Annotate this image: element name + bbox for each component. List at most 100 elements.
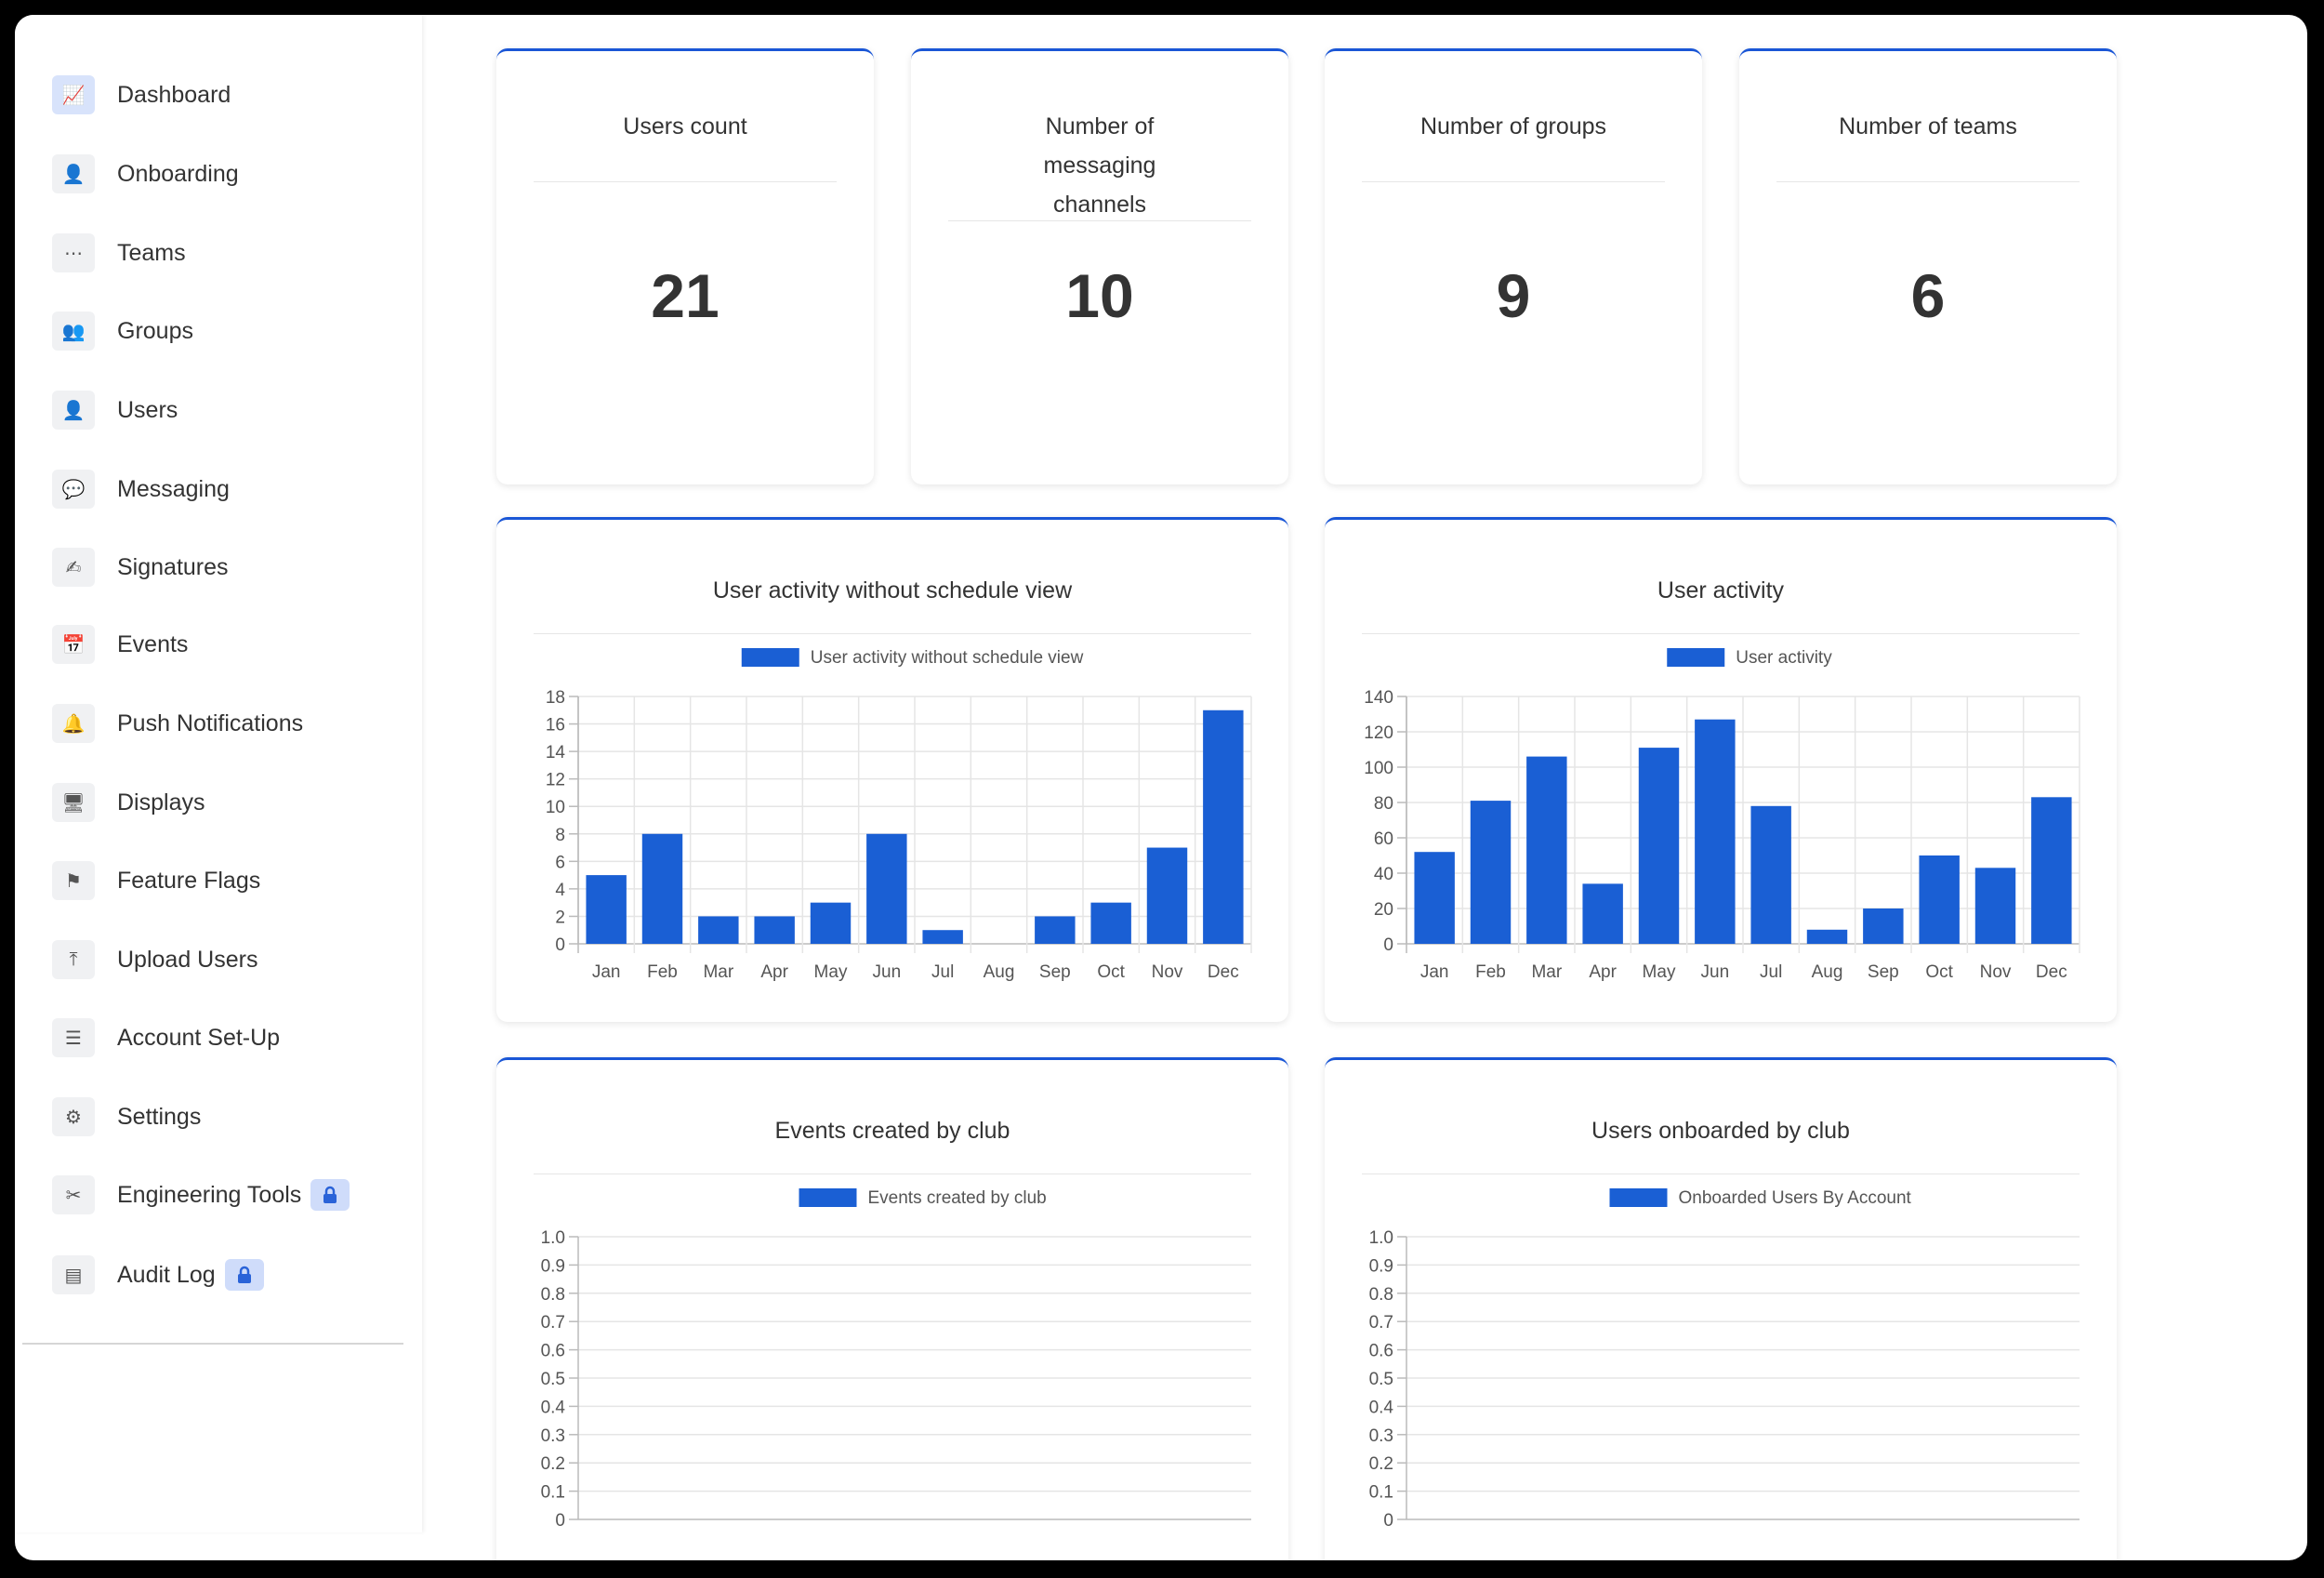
y-tick-label: 60 [1374,829,1393,849]
y-tick-label: 0.5 [541,1370,565,1389]
sidebar-item-feature-flags[interactable]: ⚑ Feature Flags [52,853,260,908]
y-tick-label: 40 [1374,865,1393,884]
signature-icon: ✍ [52,548,95,587]
y-tick-label: 140 [1364,688,1393,708]
stat-title: Number of teams [1839,113,2017,139]
sidebar-item-label: Displays [117,789,205,816]
sidebar-item-label: Messaging [117,475,230,502]
chart-users-onboarded: Onboarded Users By Account 0 0.1 0.2 0.3 0.4 0… [1369,1188,2080,1531]
sidebar-item-signatures[interactable]: ✍ Signatures [52,539,229,595]
sidebar-item-label: Dashboard [117,81,231,108]
bar-jan [1414,852,1455,944]
bar-may [1638,748,1680,944]
calendar-icon: 📅 [52,625,95,664]
chart-title: User activity [1657,577,1785,603]
x-tick-label: Jan [1420,962,1449,982]
chart-line-icon: 📈 [52,75,95,114]
y-tick-label: 0.1 [541,1483,565,1503]
sidebar-item-onboarding[interactable]: 👤 Onboarding [52,146,239,202]
chart-title: Users onboarded by club [1591,1118,1850,1144]
y-tick-label: 1.0 [541,1228,565,1248]
stat-card-groups: Number of groups 9 [1325,48,1702,484]
x-tick-label: Oct [1097,962,1125,982]
y-tick-label: 0.5 [1369,1370,1393,1389]
bar-feb [641,833,683,944]
x-tick-label: Jan [592,962,621,982]
y-tick-label: 0.8 [541,1285,565,1305]
sidebar-item-label: Audit Log [117,1261,216,1288]
y-tick-label: 0.4 [541,1398,566,1417]
app-window: 📈 Dashboard 👤 Onboarding ⋯ Teams 👥 Groups 👤 Users… [15,15,2307,1560]
sidebar-item-events[interactable]: 📅 Events [52,617,188,672]
y-tick-label: 0.6 [1369,1342,1393,1361]
chart-user-activity: User activity 0 20 40 60 80 100 120 140 Jan Feb Mar… [1364,648,2080,982]
sliders-icon: ☰ [52,1018,95,1057]
legend: User activity without schedule view [741,648,1084,668]
y-tick-label: 0 [555,1511,565,1531]
sidebar-item-push-notifications[interactable]: 🔔 Push Notifications [52,696,303,751]
y-tick-label: 0.4 [1369,1398,1394,1417]
legend-label: Onboarded Users By Account [1679,1188,1912,1208]
sidebar-item-teams[interactable]: ⋯ Teams [52,225,186,281]
stat-value: 21 [651,261,720,330]
x-tick-label: Jul [931,962,954,982]
y-tick-label: 100 [1364,759,1393,778]
legend-label: User activity [1736,648,1832,668]
x-tick-label: Dec [2036,962,2067,982]
chart-card-user-activity: User activity User activity 0 20 40 60 80 100 1… [1325,517,2117,1022]
x-tick-label: Sep [1039,962,1071,982]
chart-title: User activity without schedule view [712,577,1073,603]
legend: Events created by club [799,1188,1047,1208]
dots-icon: ⋯ [52,233,95,272]
sidebar-divider [22,1343,403,1345]
x-tick-label: Mar [703,962,733,982]
sidebar-item-label: Feature Flags [117,867,261,894]
x-tick-label: Feb [647,962,678,982]
monitor-icon: 🖥 [52,783,95,822]
stat-value: 9 [1496,261,1531,330]
sidebar-item-displays[interactable]: 🖥 Displays [52,775,205,830]
sidebar-item-settings[interactable]: ⚙ Settings [52,1089,201,1145]
y-tick-label: 0 [555,935,565,955]
chart-card-events-created: Events created by club Events created by… [496,1057,1288,1560]
sidebar-item-label: Settings [117,1103,202,1130]
bar-jan [586,875,627,944]
bar-jul [922,930,963,944]
sidebar-item-label: Onboarding [117,160,239,187]
y-tick-label: 20 [1374,900,1393,920]
y-tick-label: 0.8 [1369,1285,1393,1305]
bar-jul [1750,805,1791,944]
x-tick-label: Apr [760,962,788,982]
x-tick-label: Sep [1868,962,1899,982]
bar-dec [1203,709,1244,944]
x-tick-label: Apr [1589,962,1617,982]
y-tick-label: 0 [1383,1511,1393,1531]
x-tick-label: Jun [873,962,902,982]
y-tick-label: 14 [546,743,566,762]
x-tick-label: Oct [1925,962,1953,982]
x-tick-label: Dec [1208,962,1239,982]
sidebar-item-account-set-up[interactable]: ☰ Account Set-Up [52,1010,280,1066]
sidebar-item-messaging[interactable]: 💬 Messaging [52,461,230,517]
users-icon: 👥 [52,312,95,351]
y-tick-label: 6 [555,853,565,872]
sidebar-item-dashboard[interactable]: 📈 Dashboard [52,67,231,123]
sidebar-item-groups[interactable]: 👥 Groups [52,303,193,359]
sidebar-item-users[interactable]: 👤 Users [52,382,178,438]
chart-title: Events created by club [774,1118,1010,1144]
x-tick-label: Aug [984,962,1015,982]
sidebar-item-upload-users[interactable]: ⤒ Upload Users [52,932,257,988]
x-tick-label: Mar [1531,962,1562,982]
y-tick-label: 0.1 [1369,1483,1393,1503]
y-tick-label: 16 [546,716,565,736]
bar-apr [754,916,795,944]
x-tick-label: Nov [1980,962,2012,982]
stat-value: 10 [1065,261,1134,330]
sidebar-item-engineering-tools[interactable]: ✂ Engineering Tools [52,1167,350,1223]
y-tick-label: 0.9 [541,1256,565,1276]
x-tick-label: Nov [1152,962,1183,982]
sidebar-item-audit-log[interactable]: ▤ Audit Log [52,1247,264,1303]
stat-value: 6 [1910,261,1946,330]
y-tick-label: 80 [1374,794,1393,814]
y-tick-label: 0.7 [541,1313,565,1333]
